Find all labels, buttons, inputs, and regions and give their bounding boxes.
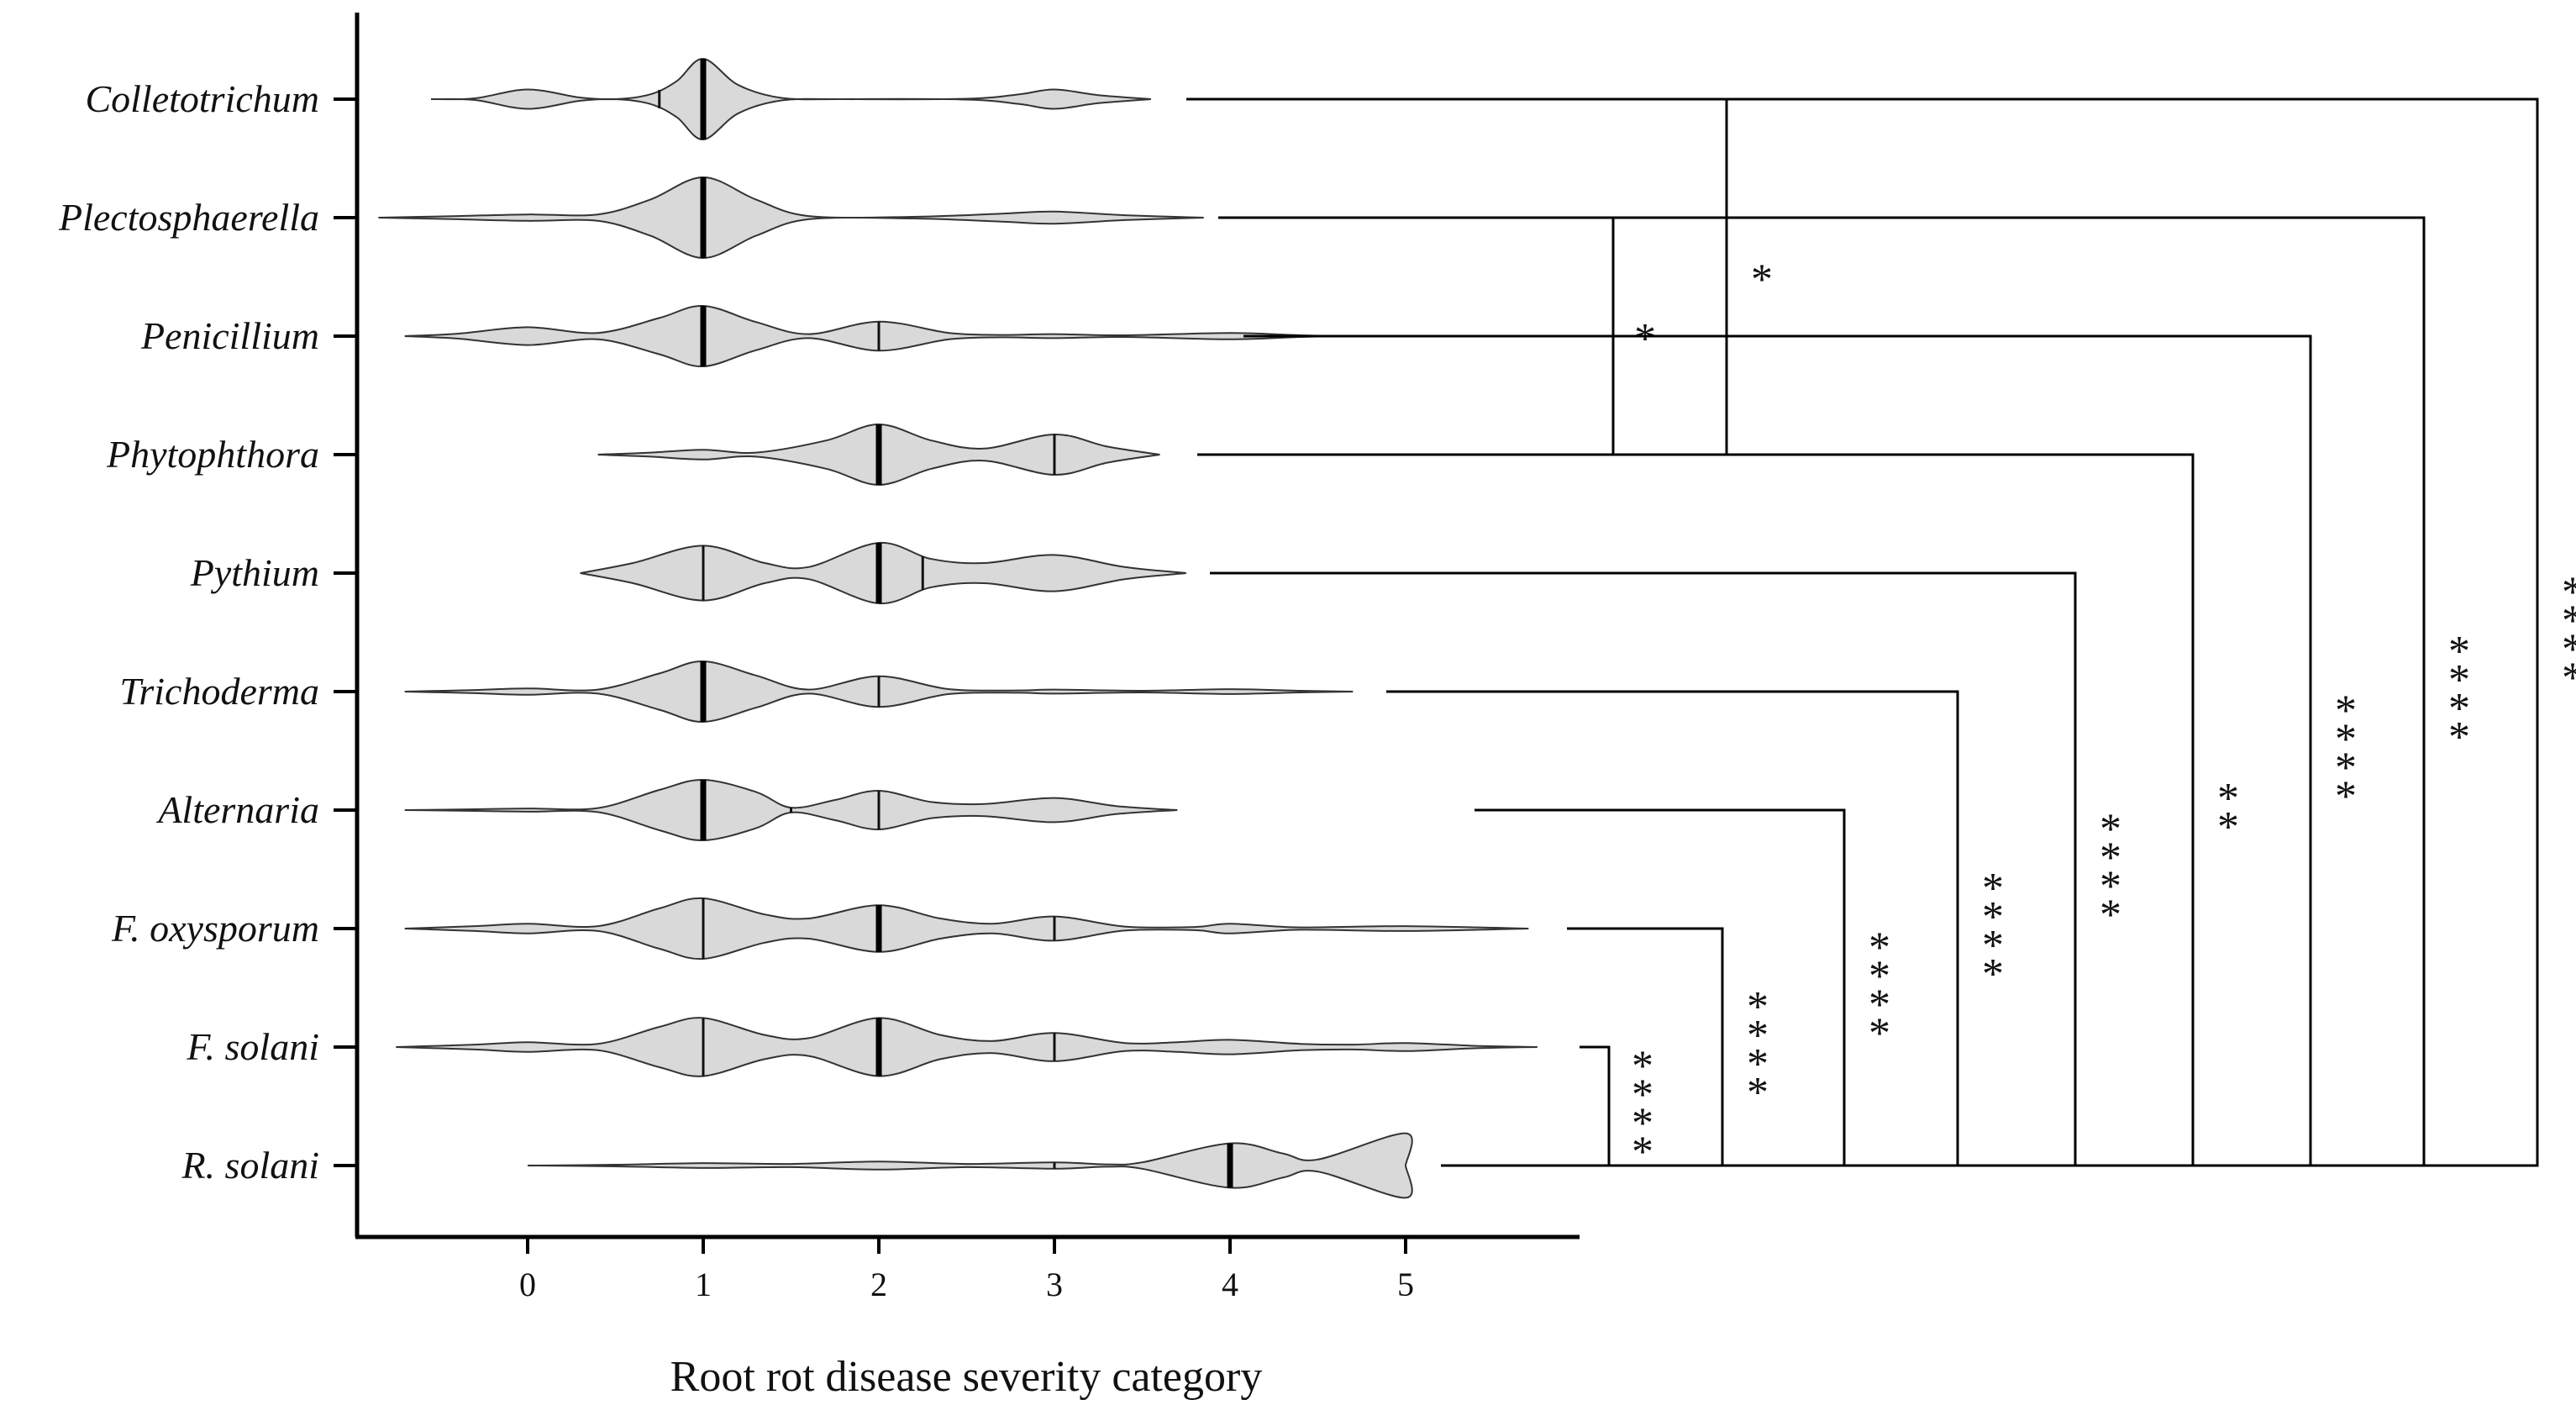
violin-f-solani: [396, 1017, 1538, 1077]
significance-star: *: [2217, 803, 2239, 851]
significance-star: *: [1747, 1069, 1769, 1117]
significance-star: *: [1632, 1129, 1653, 1176]
significance-star: *: [1869, 953, 1890, 1001]
significance-star: *: [2100, 806, 2121, 854]
significance-star: *: [2448, 713, 2470, 761]
category-label-colletotrichum: Colletotrichum: [85, 77, 319, 120]
significance-star: *: [2562, 655, 2576, 703]
bracket-colletotrichum-vs-phytophthora: [1186, 97, 1728, 456]
significance-star: *: [2448, 656, 2470, 704]
significance-star: *: [1982, 922, 2004, 970]
violin-pythium: [580, 541, 1186, 605]
bracket-pythium-vs-r-solani: [1210, 571, 2077, 1167]
significance-star: *: [1982, 950, 2004, 998]
significance-star: *: [2335, 687, 2357, 735]
significance-star: *: [2562, 597, 2576, 645]
violin-plectosphaerella: [378, 176, 1204, 260]
significance-star: *: [2448, 628, 2470, 676]
bracket-penicillium-vs-r-solani: [1243, 334, 2312, 1167]
x-tick-label-5: 5: [1397, 1266, 1414, 1303]
x-ticks: 0 1 2 3 4 5: [519, 1237, 1414, 1303]
significance-star: *: [1747, 983, 1769, 1031]
category-label-f-solani: F. solani: [186, 1025, 319, 1068]
significance-star: *: [1869, 982, 1890, 1029]
category-label-phytophthora: Phytophthora: [106, 433, 319, 476]
significance-star: *: [1632, 1100, 1653, 1148]
category-label-f-oxysporum: F. oxysporum: [111, 907, 319, 950]
significance-star: *: [1982, 893, 2004, 941]
bracket-alternaria-vs-r-solani: [1475, 808, 1846, 1167]
significance-star: *: [1982, 865, 2004, 913]
significance-star: *: [1632, 1043, 1653, 1091]
x-tick-label-1: 1: [695, 1266, 712, 1303]
significance-star: *: [2100, 863, 2121, 911]
x-tick-label-4: 4: [1222, 1266, 1238, 1303]
category-label-alternaria: Alternaria: [155, 788, 319, 831]
bracket-phytophthora-vs-r-solani: [1214, 453, 2195, 1167]
significance-star: *: [2335, 716, 2357, 764]
violin-r-solani: [527, 1132, 1413, 1199]
significance-star: *: [2562, 569, 2576, 617]
category-label-r-solani: R. solani: [181, 1144, 319, 1187]
significance-star: *: [1751, 256, 1773, 304]
x-tick-label-3: 3: [1046, 1266, 1063, 1303]
violin-f-oxysporum: [404, 897, 1529, 960]
bracket-colletotrichum-vs-r-solani: [1186, 97, 2539, 1167]
significance-star: *: [2217, 775, 2239, 823]
violin-layer: [378, 57, 1538, 1199]
significance-star: *: [2562, 626, 2576, 674]
violin-colletotrichum: [430, 57, 1151, 141]
significance-star: *: [1632, 1071, 1653, 1119]
category-label-trichoderma: Trichoderma: [119, 670, 319, 713]
bracket-plectosphaerella-vs-r-solani: [1218, 216, 2426, 1167]
significance-star: *: [1869, 924, 1890, 972]
significance-star: *: [2100, 834, 2121, 882]
significance-star: *: [1747, 1040, 1769, 1088]
significance-star: *: [2335, 773, 2357, 821]
category-label-pythium: Pythium: [190, 551, 319, 594]
significance-star: *: [2448, 685, 2470, 733]
bracket-trichoderma-vs-r-solani: [1386, 690, 1959, 1167]
significance-star: *: [1634, 315, 1656, 363]
bracket-f-solani-vs-r-solani: [1441, 1045, 1611, 1167]
significance-star: *: [2100, 892, 2121, 939]
x-tick-label-2: 2: [870, 1266, 887, 1303]
x-axis-title: Root rot disease severity category: [670, 1353, 1263, 1401]
significance-star: *: [1747, 1012, 1769, 1060]
significance-star: *: [2335, 745, 2357, 792]
category-labels: Colletotrichum Plectosphaerella Penicilliu…: [58, 77, 357, 1187]
significance-brackets: ************************************: [1186, 97, 2576, 1176]
category-label-penicillium: Penicillium: [140, 314, 319, 357]
significance-star: *: [1869, 1010, 1890, 1058]
category-label-plectosphaerella: Plectosphaerella: [58, 196, 319, 239]
x-tick-label-0: 0: [519, 1266, 536, 1303]
